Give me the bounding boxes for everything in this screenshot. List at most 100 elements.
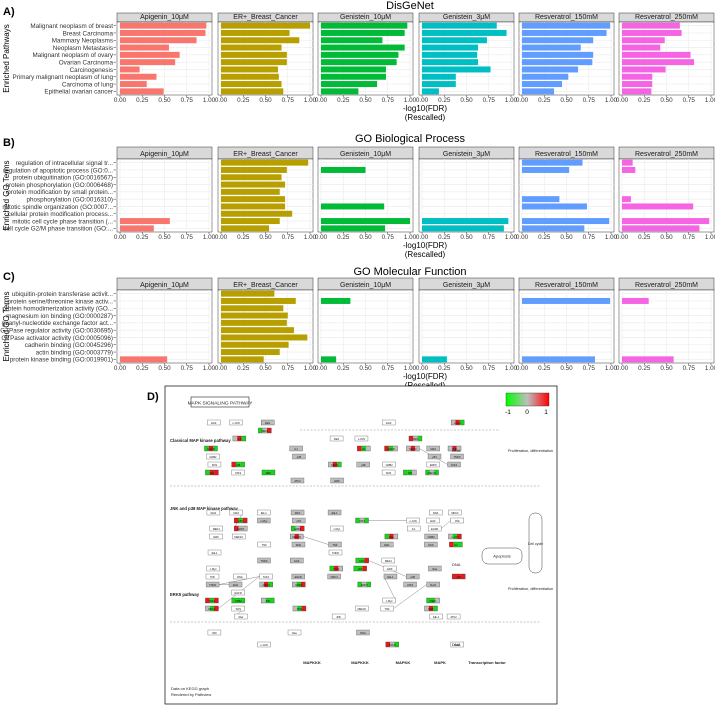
gene-box	[292, 605, 307, 612]
gene-node: EGF	[290, 557, 304, 564]
gene-label: EGF	[430, 519, 436, 523]
category-label: cellular protein modification process...	[8, 211, 114, 218]
gene-segment	[261, 470, 267, 475]
gene-box	[449, 541, 463, 548]
gene-label: c-JUN	[260, 643, 267, 647]
gene-node: p38	[406, 573, 420, 580]
gene-label: MKK4	[331, 575, 339, 579]
x-tick-label: 0.25	[237, 234, 250, 241]
category-label: protein homodimerization activity (GO...	[2, 306, 113, 313]
gene-label: ERK	[214, 535, 220, 539]
gene-node: c-JUN	[406, 517, 420, 524]
x-tick-label: 1.00	[404, 365, 417, 372]
gene-box	[232, 533, 246, 540]
gene-box	[408, 435, 423, 442]
gene-node: IL1	[449, 541, 463, 548]
gene-node: ERK5	[291, 525, 305, 532]
gene-box	[257, 541, 271, 548]
gene-segment	[366, 582, 371, 587]
gene-node: Elk-1	[383, 573, 398, 580]
gene-segment	[425, 470, 430, 475]
facet-Resveratrol_150mM: Resveratrol_150mM 0.00 0.25 0.50 0.75 1.00	[516, 277, 618, 372]
gene-label: TAK1	[412, 437, 419, 441]
gene-label: MEF2C	[358, 607, 367, 611]
gene-label: SOS	[236, 607, 242, 611]
gene-segment	[433, 606, 438, 611]
gene-label: Ras	[292, 631, 297, 635]
gene-label: TAK1	[263, 575, 270, 579]
gene-node: p53	[292, 517, 306, 524]
facet-Resveratrol_150mM: Resveratrol_150mM 0.00 0.25 0.50 0.75 1.00	[516, 12, 618, 104]
gene-segment	[209, 470, 215, 475]
column-label: MAPKK	[396, 660, 411, 665]
gene-node: JNK	[331, 613, 346, 620]
gene-box	[381, 557, 396, 564]
gene-box	[427, 453, 442, 460]
gene-node: p53	[353, 565, 367, 572]
bar	[221, 290, 275, 297]
gene-box	[233, 573, 247, 580]
gene-box	[428, 565, 442, 572]
gene-node: TNF	[328, 541, 342, 548]
x-tick-label: 0.00	[215, 365, 228, 372]
facet-label: Resveratrol_250mM	[635, 282, 698, 289]
x-tick-label: 0.75	[181, 234, 194, 241]
gene-node: TNF	[447, 445, 462, 452]
gene-node: TNF	[257, 541, 271, 548]
x-tick-label: 0.50	[158, 234, 171, 241]
gene-label: JNK	[407, 471, 412, 475]
gene-label: TNFR	[261, 559, 268, 563]
gene-box	[424, 533, 438, 540]
facet-label: Genistein_3μM	[443, 151, 490, 158]
bar	[221, 196, 286, 203]
legend-tick: 0	[525, 409, 529, 416]
gene-node: TNFR	[257, 557, 271, 564]
facet-Genistein_10μM: Genistein_10μM 0.00 0.25 0.50 0.75 1.00	[315, 12, 417, 104]
gene-node: DNA	[429, 509, 443, 516]
gene-segment	[364, 558, 369, 563]
bar	[522, 73, 569, 80]
chart-title: GO Molecular Function	[353, 266, 466, 278]
gene-node: MEF2C	[355, 605, 369, 612]
gene-segment	[235, 462, 241, 467]
gene-box	[206, 565, 220, 572]
gene-label: MEF2C	[234, 535, 243, 539]
gene-label: SOS	[212, 463, 218, 467]
bar	[221, 305, 284, 312]
gene-segment	[359, 518, 365, 523]
gene-box	[205, 605, 219, 612]
bar	[321, 22, 408, 29]
gene-node: JNK	[207, 629, 222, 636]
gene-node: TAK1	[408, 435, 423, 442]
gene-segment	[403, 470, 408, 475]
gene-segment	[214, 606, 219, 611]
bar	[321, 59, 397, 66]
bar	[221, 327, 294, 334]
gene-node: MKK4	[406, 445, 420, 452]
bar	[622, 22, 680, 29]
gene-label: c-Myc	[386, 599, 394, 603]
bar	[321, 44, 405, 51]
bar	[221, 312, 288, 319]
gene-segment	[265, 420, 270, 425]
x-tick-label: 1.00	[404, 234, 417, 241]
facet-Resveratrol_150mM: Resveratrol_150mM 0.00 0.25 0.50 0.75 1.00	[516, 146, 618, 241]
gene-label: ATF2	[407, 583, 414, 587]
bar	[221, 188, 280, 195]
bar	[622, 29, 682, 36]
gene-label: p38	[411, 575, 416, 579]
gene-box	[229, 509, 243, 516]
x-tick-label: 0.00	[516, 97, 529, 104]
bar	[321, 29, 405, 36]
x-tick-label: 0.75	[282, 234, 295, 241]
gene-node: EGF	[426, 517, 440, 524]
gene-box	[426, 597, 440, 604]
x-tick-label: 0.75	[583, 97, 596, 104]
gene-node: Elk-1	[257, 509, 271, 516]
gene-box	[206, 453, 220, 460]
x-axis-label: -log10(FDR)	[403, 104, 447, 113]
bar	[422, 218, 509, 225]
gene-label: GRB2	[428, 535, 436, 539]
gene-node: Raf1	[380, 541, 394, 548]
